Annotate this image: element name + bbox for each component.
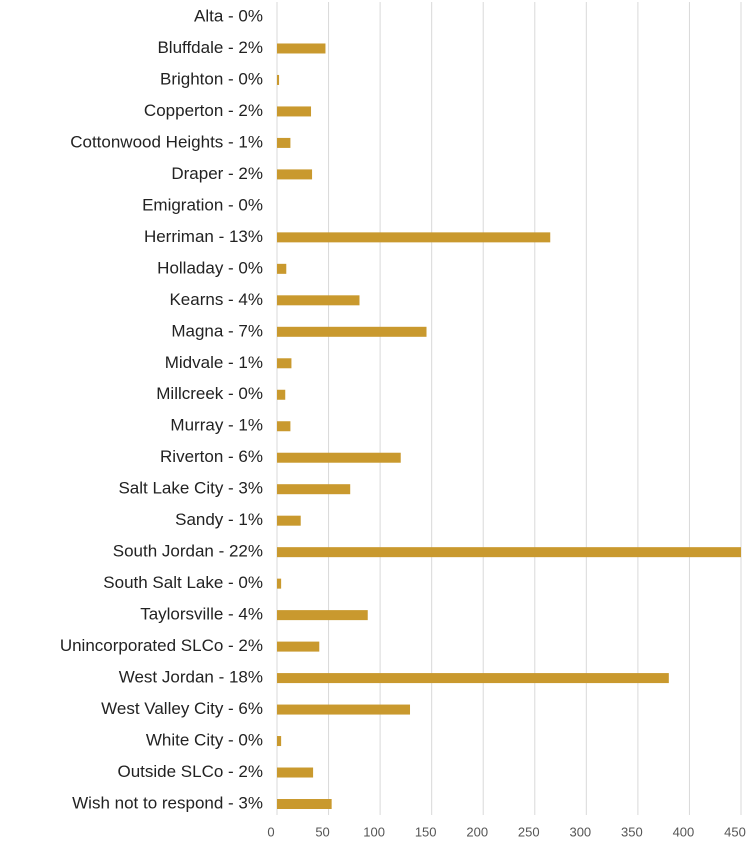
y-tick-label: Brighton - 0% <box>160 69 263 88</box>
bar <box>277 295 360 306</box>
bar <box>277 74 280 85</box>
bar <box>277 389 286 400</box>
x-tick-label: 400 <box>673 824 695 839</box>
y-tick-label: Bluffdale - 2% <box>157 38 263 57</box>
y-tick-label: Midvale - 1% <box>165 353 263 372</box>
y-tick-label: Unincorporated SLCo - 2% <box>60 636 263 655</box>
y-tick-label: Salt Lake City - 3% <box>118 479 263 498</box>
y-tick-label: West Valley City - 6% <box>101 699 263 718</box>
bar <box>277 484 351 495</box>
y-tick-label: Millcreek - 0% <box>156 384 263 403</box>
bar <box>277 704 411 715</box>
bar <box>277 452 401 463</box>
y-tick-label: Alta - 0% <box>194 6 263 25</box>
y-tick-label: Murray - 1% <box>170 416 263 435</box>
x-tick-label: 200 <box>466 824 488 839</box>
bar <box>277 358 292 369</box>
bar <box>277 736 282 747</box>
bar <box>277 673 669 684</box>
y-tick-label: Taylorsville - 4% <box>140 605 263 624</box>
y-tick-label: West Jordan - 18% <box>119 668 263 687</box>
bar <box>277 547 741 558</box>
x-tick-label: 300 <box>569 824 591 839</box>
bar <box>277 106 312 117</box>
y-tick-label: Copperton - 2% <box>144 101 263 120</box>
y-tick-label: Holladay - 0% <box>157 258 263 277</box>
x-tick-label: 50 <box>315 824 329 839</box>
x-tick-label: 150 <box>415 824 437 839</box>
x-tick-label: 100 <box>363 824 385 839</box>
y-tick-label: Magna - 7% <box>171 321 263 340</box>
bar <box>277 515 301 526</box>
bar <box>277 421 291 432</box>
y-tick-label: South Jordan - 22% <box>113 542 263 561</box>
bar <box>277 799 332 809</box>
x-tick-label: 350 <box>621 824 643 839</box>
y-tick-label: Herriman - 13% <box>144 227 263 246</box>
y-tick-label: Emigration - 0% <box>142 195 263 214</box>
y-tick-label: White City - 0% <box>146 731 263 750</box>
x-tick-label: 0 <box>267 824 274 839</box>
bar <box>277 767 314 778</box>
x-tick-label: 450 <box>724 824 746 839</box>
y-tick-label: Draper - 2% <box>171 164 263 183</box>
bar <box>277 137 291 148</box>
bar <box>277 641 320 652</box>
bar <box>277 169 313 180</box>
y-tick-label: Wish not to respond - 3% <box>72 793 263 812</box>
x-tick-label: 250 <box>518 824 540 839</box>
bar <box>277 232 551 243</box>
bar <box>277 610 368 621</box>
y-tick-label: Outside SLCo - 2% <box>117 762 263 781</box>
bar <box>277 43 326 54</box>
y-tick-label: Riverton - 6% <box>160 447 263 466</box>
y-tick-label: Kearns - 4% <box>169 290 263 309</box>
y-tick-label: Cottonwood Heights - 1% <box>70 132 263 151</box>
bar <box>277 578 282 589</box>
bar <box>277 263 287 274</box>
y-tick-label: Sandy - 1% <box>175 510 263 529</box>
y-tick-label: South Salt Lake - 0% <box>103 573 263 592</box>
bar <box>277 326 427 337</box>
